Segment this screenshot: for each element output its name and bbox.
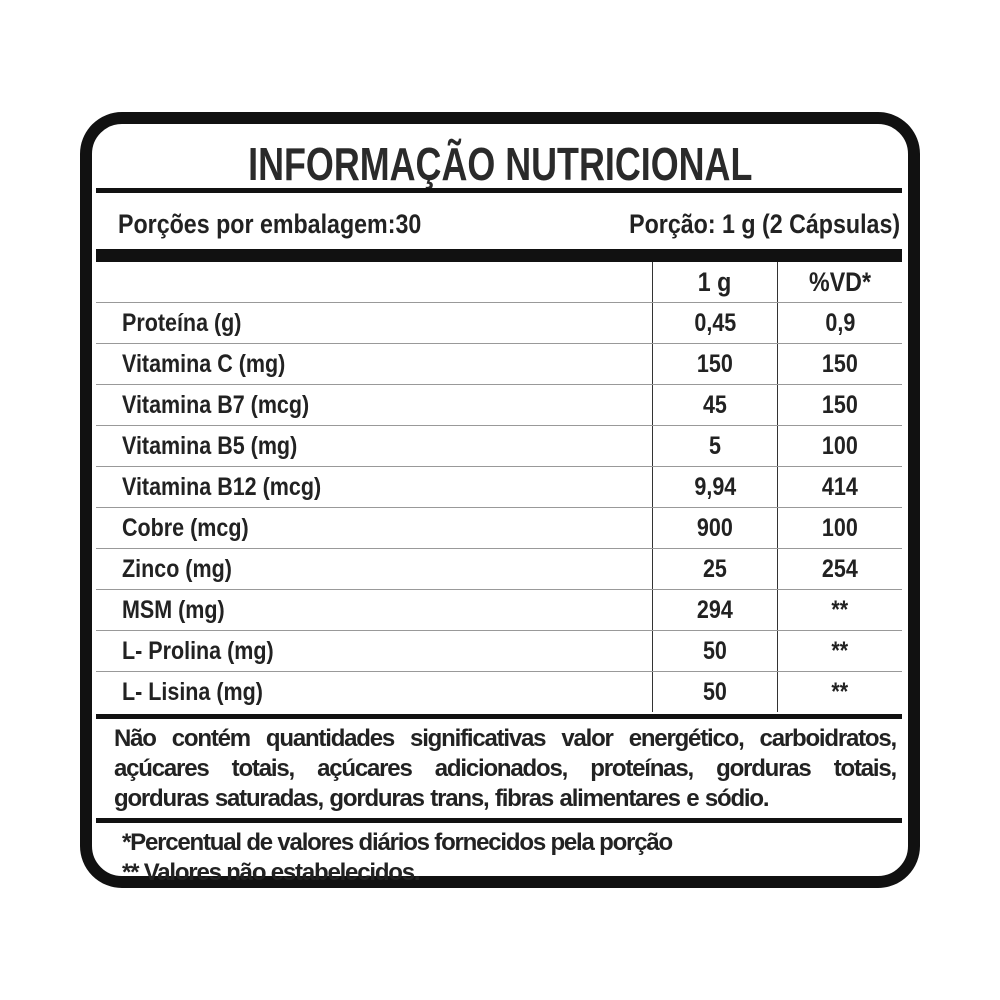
nutrient-daily-value: ** <box>777 589 902 631</box>
table-header-row: 1 g %VD* <box>96 262 902 303</box>
nutrient-amount: 25 <box>652 548 778 590</box>
table-row: Vitamina B12 (mcg) 9,94 414 <box>96 466 902 508</box>
footnote-daily-value: *Percentual de valores diários fornecido… <box>122 829 673 856</box>
servings-per-package: Porções por embalagem:30 <box>118 209 422 239</box>
table-row: L- Prolina (mg) 50 ** <box>96 630 902 672</box>
divider <box>96 818 902 823</box>
nutrient-amount: 150 <box>652 343 778 385</box>
nutrient-table: 1 g %VD* Proteína (g) 0,45 0,9 Vitamina C (… <box>96 262 902 712</box>
nutrient-name: Proteína (g) <box>96 302 653 344</box>
divider <box>96 188 902 193</box>
nutrient-daily-value: 150 <box>777 343 902 385</box>
nutrient-name: L- Prolina (mg) <box>96 630 653 672</box>
nutrient-name: MSM (mg) <box>96 589 653 631</box>
nutrient-daily-value: 254 <box>777 548 902 590</box>
nutrient-name: Zinco (mg) <box>96 548 653 590</box>
table-row: MSM (mg) 294 ** <box>96 589 902 631</box>
footnotes: *Percentual de valores diários fornecido… <box>122 828 673 888</box>
nutrient-name: Vitamina B7 (mcg) <box>96 384 653 426</box>
nutrient-name: Vitamina B5 (mg) <box>96 425 653 467</box>
nutrient-amount: 50 <box>652 630 778 672</box>
nutrient-amount: 294 <box>652 589 778 631</box>
thick-divider <box>96 249 902 262</box>
table-row: Proteína (g) 0,45 0,9 <box>96 302 902 344</box>
nutrient-amount: 0,45 <box>652 302 778 344</box>
table-row: Vitamina C (mg) 150 150 <box>96 343 902 385</box>
nutrient-daily-value: ** <box>777 671 902 712</box>
nutrient-amount: 9,94 <box>652 466 778 508</box>
nutrient-amount: 5 <box>652 425 778 467</box>
nutrient-name: Vitamina B12 (mcg) <box>96 466 653 508</box>
nutrient-name: Vitamina C (mg) <box>96 343 653 385</box>
table-row: L- Lisina (mg) 50 ** <box>96 671 902 712</box>
nutrient-daily-value: 414 <box>777 466 902 508</box>
nutrition-facts-label: INFORMAÇÃO NUTRICIONAL Porções por embal… <box>80 112 920 888</box>
table-row: Cobre (mcg) 900 100 <box>96 507 902 549</box>
nutrient-name: L- Lisina (mg) <box>122 677 263 706</box>
nutrient-amount: 900 <box>652 507 778 549</box>
header-amount: 1 g <box>652 262 778 303</box>
nutrient-amount: 45 <box>652 384 778 426</box>
header-daily-value: %VD* <box>777 262 902 303</box>
table-row: Vitamina B5 (mg) 5 100 <box>96 425 902 467</box>
divider <box>96 714 902 719</box>
nutrient-daily-value: 0,9 <box>777 302 902 344</box>
nutrient-daily-value: 150 <box>777 384 902 426</box>
nutrient-name: Cobre (mcg) <box>96 507 653 549</box>
disclaimer-text: Não contém quantidades significativas va… <box>114 725 897 812</box>
serving-size: Porção: 1 g (2 Cápsulas) <box>629 209 900 239</box>
nutrient-daily-value: 100 <box>777 507 902 549</box>
nutrient-daily-value: ** <box>777 630 902 672</box>
label-title: INFORMAÇÃO NUTRICIONAL <box>247 138 753 190</box>
footnote-not-established: ** Valores não estabelecidos. <box>122 859 421 886</box>
table-row: Vitamina B7 (mcg) 45 150 <box>96 384 902 426</box>
nutrient-daily-value: 100 <box>777 425 902 467</box>
table-row: Zinco (mg) 25 254 <box>96 548 902 590</box>
header-nutrient <box>96 262 653 303</box>
nutrient-amount: 50 <box>652 671 778 712</box>
